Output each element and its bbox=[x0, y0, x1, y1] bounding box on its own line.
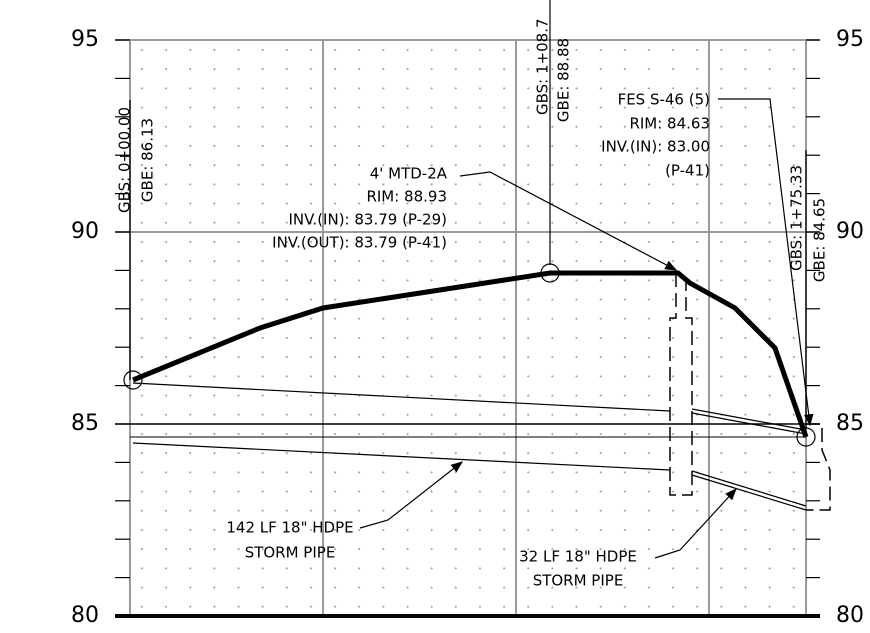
elevation-label: 80 bbox=[836, 603, 864, 628]
elevation-label: 95 bbox=[836, 27, 864, 52]
callout-line: 4' MTD-2A bbox=[370, 165, 448, 183]
callout-line: RIM: 88.93 bbox=[366, 188, 447, 206]
callout-line: INV.(IN): 83.79 (P-29) bbox=[288, 211, 447, 229]
elevation-label: 90 bbox=[71, 219, 99, 244]
callout-line: (P-41) bbox=[665, 162, 710, 180]
callouts: 4' MTD-2A RIM: 88.93 INV.(IN): 83.79 (P-… bbox=[226, 91, 710, 590]
callout-line: STORM PIPE bbox=[533, 572, 624, 590]
station: GBS: 1+75.33 bbox=[788, 165, 806, 271]
ground-profile bbox=[132, 270, 809, 438]
callout-line: RIM: 84.63 bbox=[629, 115, 710, 133]
elevation-label: 95 bbox=[71, 27, 99, 52]
callout-line: INV.(IN): 83.00 bbox=[601, 138, 710, 156]
minor-ticks bbox=[115, 39, 820, 617]
elevation-label: 80 bbox=[71, 603, 99, 628]
station-lines bbox=[129, 0, 807, 428]
pipes bbox=[132, 382, 807, 511]
callout-line: INV.(OUT): 83.79 (P-41) bbox=[272, 234, 447, 252]
elevation-label: 85 bbox=[836, 411, 864, 436]
station: GBS: 0+00.00 bbox=[116, 107, 134, 213]
elevation-label: 90 bbox=[836, 219, 864, 244]
structures bbox=[669, 273, 831, 511]
elevation: GBE: 88.88 bbox=[555, 38, 573, 122]
elevation: GBE: 86.13 bbox=[139, 118, 157, 202]
station: GBS: 1+08.7 bbox=[534, 18, 552, 115]
station-labels: GBS: 0+00.00 GBE: 86.13 GBS: 1+08.7 GBE:… bbox=[116, 18, 829, 282]
elevation: GBE: 84.65 bbox=[811, 198, 829, 282]
callout-line: 32 LF 18" HDPE bbox=[519, 548, 637, 566]
dot-grid bbox=[130, 40, 806, 616]
callout-line: STORM PIPE bbox=[245, 544, 336, 562]
elevation-label: 85 bbox=[71, 411, 99, 436]
callout-line: 142 LF 18" HDPE bbox=[226, 519, 353, 537]
leaders bbox=[359, 98, 814, 559]
callout-line: FES S-46 (5) bbox=[618, 91, 710, 109]
